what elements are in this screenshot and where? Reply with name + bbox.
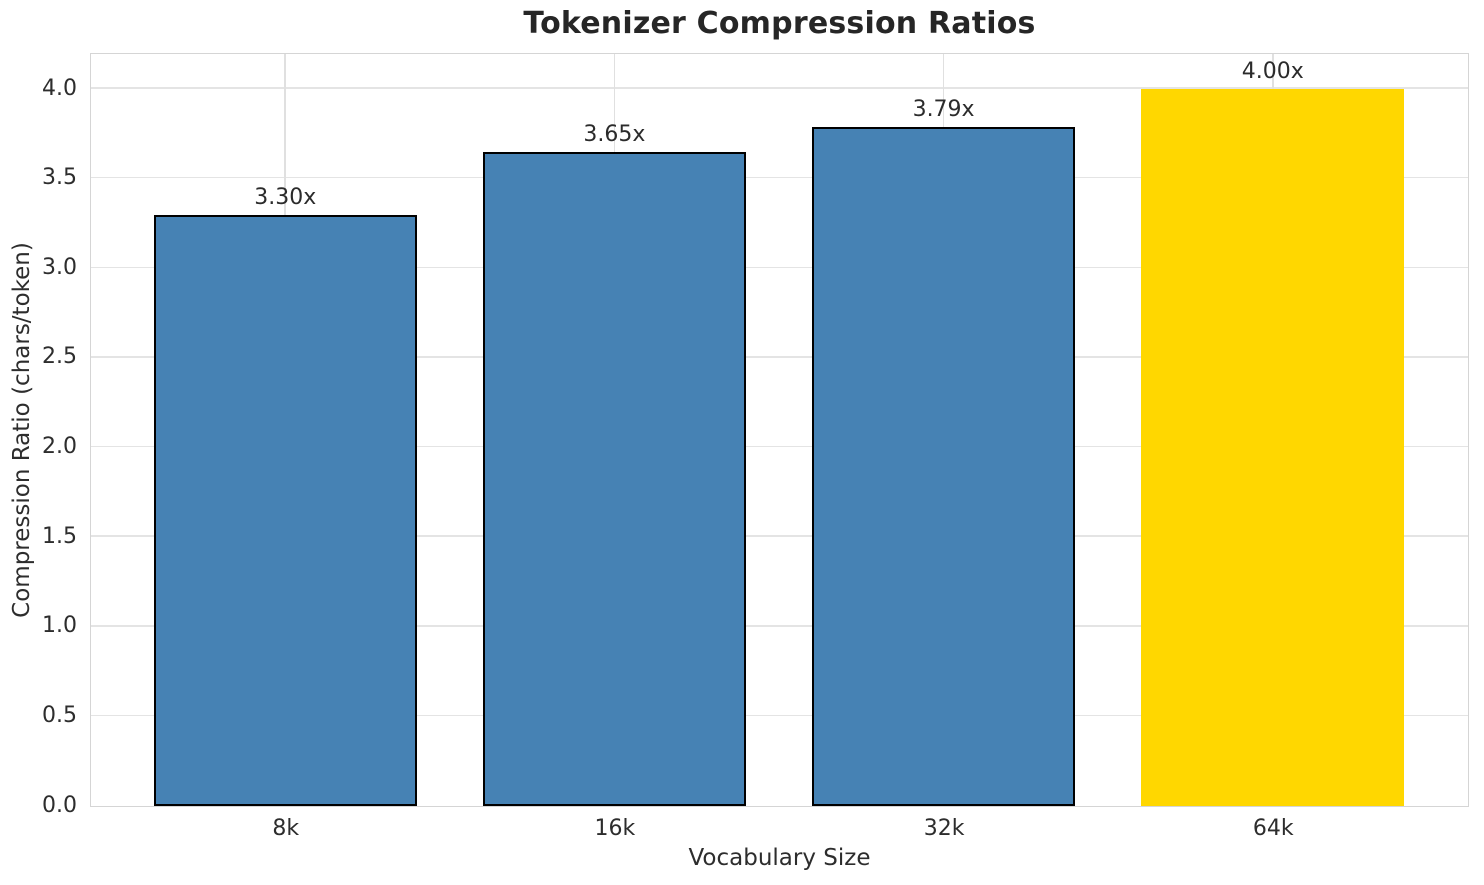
bar-64k (1141, 89, 1405, 806)
gridline-horizontal (91, 176, 1468, 179)
x-tick-label: 16k (594, 816, 636, 841)
bar-value-label: 4.00x (1241, 59, 1304, 85)
gridline-horizontal (91, 356, 1468, 358)
y-tick-label: 3.0 (42, 254, 77, 280)
gridline-horizontal (91, 535, 1468, 537)
y-tick-label: 3.5 (42, 165, 77, 191)
y-tick-label: 2.5 (42, 344, 77, 370)
x-tick-label: 32k (923, 816, 965, 841)
bar-8k (153, 214, 417, 806)
bar-value-label: 3.65x (583, 121, 646, 147)
bar-32k (811, 126, 1076, 806)
plot-area: 3.30x 3.65x 3.79x 4.00x (90, 53, 1469, 807)
y-axis-label: Compression Ratio (chars/token) (9, 242, 35, 618)
y-tick-label: 0.5 (42, 702, 77, 728)
x-tick-label: 64k (1252, 816, 1294, 841)
y-tick-label: 1.5 (42, 523, 77, 549)
bar-value-label: 3.79x (912, 96, 975, 122)
gridline-horizontal (91, 625, 1468, 627)
gridline-horizontal (91, 266, 1468, 269)
x-tick-label: 8k (272, 816, 300, 841)
gridline-horizontal (91, 445, 1468, 448)
y-tick-label: 4.0 (42, 75, 77, 101)
chart-title: Tokenizer Compression Ratios (523, 6, 1036, 41)
y-tick-label: 1.0 (42, 613, 77, 639)
y-tick-label: 0.0 (42, 792, 77, 818)
bar-value-label: 3.30x (254, 184, 317, 210)
y-tick-label: 2.0 (42, 434, 77, 460)
x-axis-label: Vocabulary Size (688, 845, 871, 871)
bar-16k (482, 151, 747, 806)
gridline-horizontal (91, 714, 1468, 717)
gridline-horizontal (91, 87, 1468, 89)
